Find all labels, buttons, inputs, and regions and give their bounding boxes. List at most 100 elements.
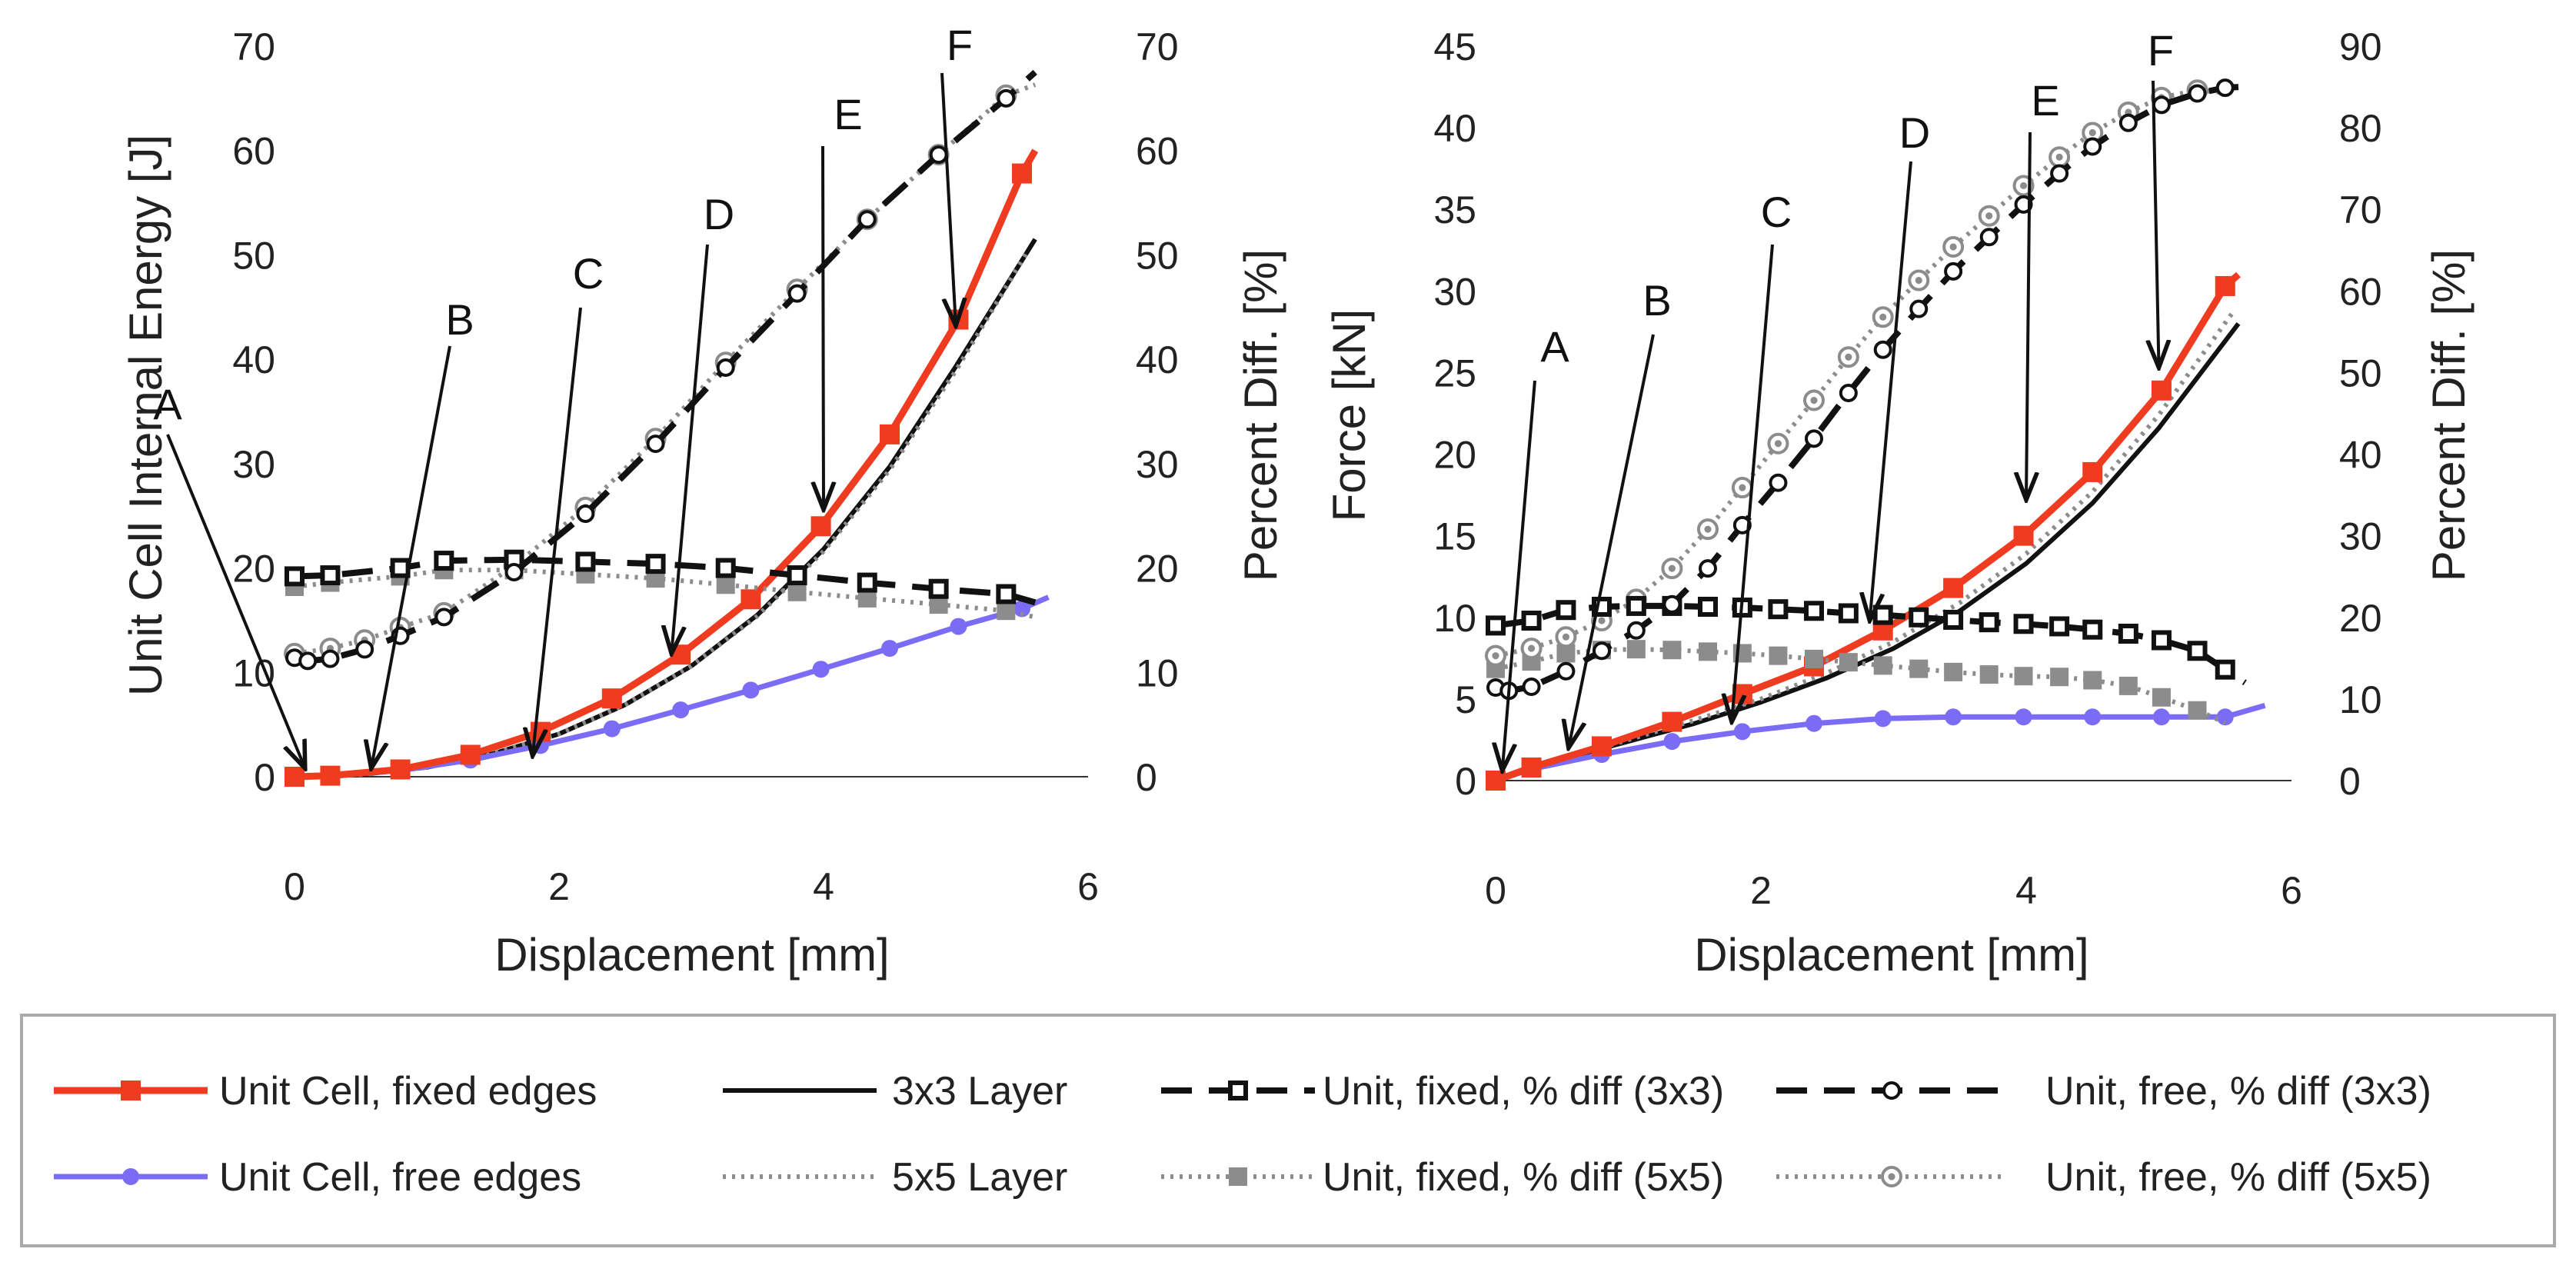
force-point-pr5-center xyxy=(1949,243,1957,251)
force-point-pr5-center xyxy=(1704,525,1712,533)
force-point-pr3 xyxy=(1556,661,1576,681)
force-point-pr3 xyxy=(1769,473,1788,492)
energy-point-pf3 xyxy=(434,551,454,571)
energy-x-tick-label: 6 xyxy=(1077,865,1099,908)
force-point-pr3 xyxy=(1522,677,1541,696)
legend-label-pf3: Unit, fixed, % diff (3x3) xyxy=(1323,1069,1724,1114)
legend-label-fixed: Unit Cell, fixed edges xyxy=(219,1069,597,1114)
legend-marker-pf3 xyxy=(1228,1081,1248,1101)
force-point-pr3 xyxy=(2188,84,2207,103)
energy-point-free xyxy=(950,618,967,635)
energy-point-pf3 xyxy=(285,566,305,587)
force-point-pf3 xyxy=(1838,603,1859,624)
energy-point-pf3 xyxy=(575,551,596,572)
energy-point-fixed xyxy=(601,688,622,709)
force-point-fixed xyxy=(1486,771,1506,791)
energy-annotation-label: C xyxy=(573,249,604,298)
force-point-fixed xyxy=(2215,275,2235,296)
legend-label-l5: 5x5 Layer xyxy=(892,1155,1067,1200)
force-point-pr3 xyxy=(2118,113,2138,132)
energy-point-pr3 xyxy=(787,284,807,303)
force-point-pr3 xyxy=(1909,299,1929,318)
force-point-fixed xyxy=(1521,758,1542,778)
energy-y-tick-label: 10 xyxy=(232,651,275,694)
force-point-pr3 xyxy=(1944,261,1963,281)
force-y2-tick-label: 50 xyxy=(2339,351,2382,395)
energy-point-fixed xyxy=(1012,163,1032,184)
force-y2-tick-label: 10 xyxy=(2339,678,2382,721)
energy-annotation-label: F xyxy=(947,21,973,69)
legend-marker-pf5 xyxy=(1229,1167,1247,1186)
energy-x-tick-label: 2 xyxy=(548,865,570,908)
energy-point-free xyxy=(881,640,898,658)
force-series-line-l5 xyxy=(1495,312,2234,783)
force-annotation-arrow xyxy=(1732,244,1774,722)
energy-point-fixed xyxy=(390,759,411,780)
force-point-pr5-center xyxy=(1739,484,1746,491)
energy-y-tick-label: 20 xyxy=(232,548,275,591)
force-point-fixed xyxy=(1592,736,1612,757)
energy-point-pf3 xyxy=(787,565,807,586)
force-point-pr5-center xyxy=(1845,353,1852,361)
force-point-pr3 xyxy=(1805,429,1823,448)
force-point-free xyxy=(2015,708,2032,726)
force-point-fixed xyxy=(2082,461,2103,482)
force-point-pf3 xyxy=(2082,619,2103,640)
legend-label-pr3: Unit, free, % diff (3x3) xyxy=(2045,1069,2431,1114)
force-y-tick-label: 30 xyxy=(1433,270,1476,313)
energy-y2-tick-label: 0 xyxy=(1136,756,1157,799)
force-point-pf5 xyxy=(1979,665,1999,684)
force-point-pf3 xyxy=(1626,595,1646,616)
force-y-axis-label: Force [kN] xyxy=(1323,309,1375,522)
legend-label-pr5: Unit, free, % diff (5x5) xyxy=(2045,1155,2431,1200)
energy-point-free xyxy=(603,720,621,738)
energy-point-pf3 xyxy=(857,572,877,593)
force-annotation-arrow xyxy=(1569,334,1655,748)
force-point-pf5 xyxy=(1699,642,1717,661)
force-point-pf3 xyxy=(2118,624,2138,644)
force-point-pf3 xyxy=(1872,604,1893,625)
force-point-pf5 xyxy=(2118,676,2138,695)
force-point-pf3 xyxy=(1556,600,1576,621)
energy-point-pr3 xyxy=(321,649,340,668)
energy-x-tick-label: 4 xyxy=(813,865,834,908)
energy-point-fixed xyxy=(285,767,305,787)
force-x-tick-label: 2 xyxy=(1750,869,1772,912)
force-y2-axis-label: Percent Diff. [%] xyxy=(2423,249,2474,581)
energy-point-pf3 xyxy=(645,554,666,574)
force-point-pr3 xyxy=(2014,195,2033,214)
legend-marker-free xyxy=(122,1168,139,1185)
force-point-pr5-center xyxy=(1985,212,1993,220)
energy-point-pr3 xyxy=(997,88,1016,108)
force-y2-tick-label: 80 xyxy=(2339,107,2382,150)
energy-y-tick-label: 60 xyxy=(232,130,275,173)
force-y-tick-label: 25 xyxy=(1433,351,1476,395)
force-point-pr5-center xyxy=(1598,617,1606,624)
energy-annotation-arrow xyxy=(823,145,824,510)
force-y-tick-label: 20 xyxy=(1433,434,1476,477)
force-annotation-arrow xyxy=(2153,80,2159,368)
force-point-pr3 xyxy=(2050,164,2069,183)
energy-y2-tick-label: 50 xyxy=(1136,234,1179,277)
force-point-pf3 xyxy=(2049,616,2070,637)
force-point-pf3 xyxy=(2151,630,2172,651)
force-annotation-label: B xyxy=(1642,276,1671,325)
force-point-pf3 xyxy=(1943,609,1964,630)
force-y2-tick-label: 30 xyxy=(2339,515,2382,558)
force-point-pf3 xyxy=(1909,607,1929,628)
energy-y-tick-label: 40 xyxy=(232,338,275,381)
force-y-tick-label: 10 xyxy=(1433,597,1476,640)
energy-point-pr3 xyxy=(298,651,318,671)
force-y-tick-label: 0 xyxy=(1455,760,1476,803)
force-point-pr5-center xyxy=(2088,128,2096,137)
force-annotation-arrow xyxy=(2026,132,2030,500)
energy-annotation-arrow xyxy=(166,434,305,768)
energy-point-pf5 xyxy=(997,601,1016,621)
energy-y2-tick-label: 40 xyxy=(1136,338,1179,381)
legend: Unit Cell, fixed edges 3x3 Layer Unit, fix… xyxy=(20,1014,2556,1247)
energy-point-pf5 xyxy=(787,582,807,601)
energy-y-tick-label: 30 xyxy=(232,443,275,486)
energy-y2-tick-label: 10 xyxy=(1136,651,1179,694)
force-point-pf5 xyxy=(1626,640,1646,659)
energy-annotation-arrow xyxy=(371,345,451,768)
